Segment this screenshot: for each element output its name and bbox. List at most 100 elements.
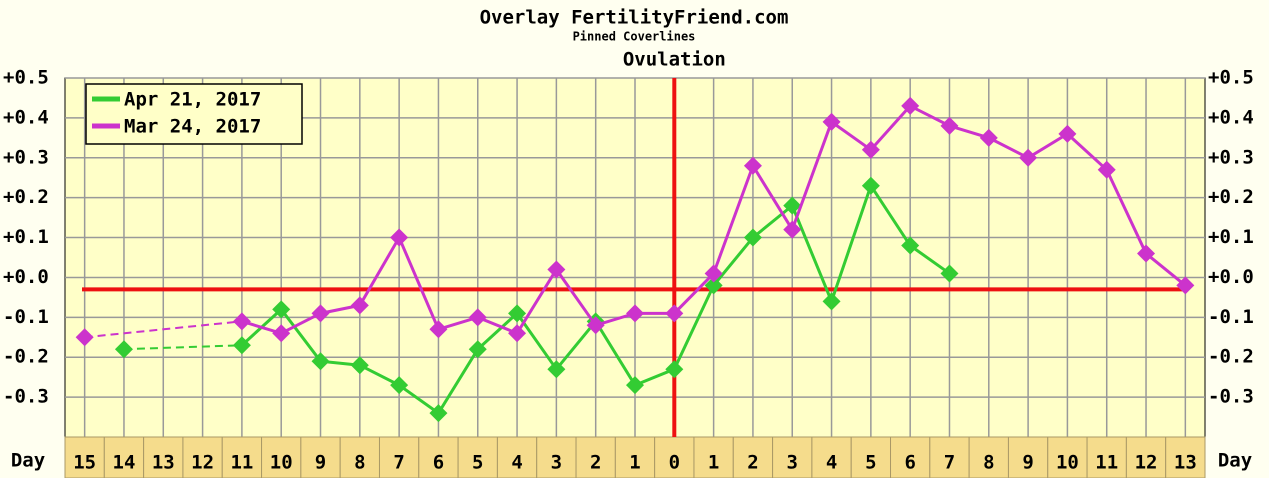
x-tick-label: 15 [73, 452, 96, 474]
day-cell [732, 436, 774, 478]
point [704, 264, 723, 283]
point [1058, 124, 1077, 143]
point [390, 376, 409, 395]
y-tick-label: -0.2 [3, 346, 49, 368]
point [743, 228, 762, 247]
point [783, 196, 802, 215]
point [429, 404, 448, 423]
point [1019, 148, 1038, 167]
y-tick-label: +0.5 [3, 67, 49, 89]
point [665, 360, 684, 379]
day-cell [693, 436, 734, 478]
x-tick-label: 10 [270, 452, 293, 474]
point [743, 156, 762, 175]
point [114, 340, 133, 359]
point [272, 324, 291, 343]
x-tick-label: 13 [152, 452, 175, 474]
y-tick-label: +0.4 [3, 106, 49, 128]
point [783, 220, 802, 239]
point [1097, 160, 1116, 179]
point [822, 292, 841, 311]
x-tick-label: 11 [230, 452, 253, 474]
point [468, 308, 487, 327]
point [822, 112, 841, 131]
point [626, 304, 644, 323]
point [508, 324, 527, 343]
chart-title: Overlay FertilityFriend.com [480, 7, 789, 29]
day-cell [300, 436, 341, 478]
point [901, 96, 920, 115]
x-tick-label: 1 [708, 452, 719, 474]
point [704, 276, 723, 295]
x-tick-label: 14 [113, 452, 136, 474]
y-tick-label-right: -0.3 [1208, 386, 1254, 408]
point [861, 140, 880, 159]
x-tick-label: 9 [1022, 452, 1033, 474]
x-tick-label: 5 [472, 452, 483, 474]
x-tick-label: 7 [944, 452, 955, 474]
point [1176, 276, 1195, 295]
day-cell [1165, 436, 1206, 478]
point [75, 328, 94, 347]
point [468, 340, 487, 359]
day-cell [1086, 436, 1127, 478]
x-tick-label: 8 [354, 452, 365, 474]
day-cell [457, 436, 498, 478]
point [350, 356, 369, 375]
point [508, 304, 527, 323]
y-tick-label: +0.3 [3, 146, 49, 168]
y-tick-label-right: -0.1 [1208, 306, 1254, 328]
day-cell [339, 436, 380, 478]
chart-subtitle: Pinned Coverlines [573, 30, 696, 44]
x-tick-label: 0 [669, 452, 680, 474]
x-tick-label: 6 [433, 452, 444, 474]
x-tick-label: 1 [629, 452, 640, 474]
point [350, 296, 369, 315]
x-tick-label: 12 [191, 452, 214, 474]
day-cell [575, 436, 616, 478]
legend-label: Apr 21, 2017 [124, 89, 261, 111]
gap-bridge [123, 344, 242, 351]
y-tick-label: +0.1 [3, 226, 49, 248]
point [272, 300, 291, 319]
day-cell [143, 436, 184, 478]
x-tick-label: 4 [826, 452, 837, 474]
y-tick-label-right: -0.2 [1208, 346, 1254, 368]
y-tick-label-right: +0.2 [1208, 186, 1254, 208]
point [979, 128, 998, 147]
legend-box [85, 83, 303, 145]
day-cell [103, 436, 145, 478]
x-tick-label: 11 [1095, 452, 1118, 474]
point [547, 360, 566, 379]
y-tick-label: +0.2 [3, 186, 49, 208]
y-tick-label-right: +0.4 [1208, 106, 1254, 128]
gap-bridge [84, 320, 242, 339]
ovulation-label: Ovulation [623, 49, 726, 71]
x-tick-label: 12 [1135, 452, 1158, 474]
point [390, 228, 409, 247]
y-tick-label: +0.0 [3, 266, 49, 288]
point [626, 376, 644, 395]
day-cell [850, 436, 892, 478]
point [547, 260, 566, 279]
x-tick-label: 2 [590, 452, 601, 474]
x-tick-label: 9 [315, 452, 326, 474]
point [861, 176, 880, 195]
x-tick-label: 8 [983, 452, 994, 474]
point [586, 316, 605, 335]
x-tick-label: 5 [865, 452, 876, 474]
y-tick-label-right: +0.3 [1208, 146, 1254, 168]
x-tick-label: 10 [1056, 452, 1079, 474]
y-tick-label: -0.1 [3, 306, 49, 328]
point [901, 236, 920, 255]
point [1137, 244, 1156, 263]
y-tick-label: -0.3 [3, 386, 49, 408]
y-tick-label-right: +0.5 [1208, 67, 1254, 89]
day-cell [929, 436, 970, 478]
point [429, 320, 448, 339]
legend-label: Mar 24, 2017 [124, 116, 261, 138]
day-cell [182, 436, 223, 478]
x-tick-label: 7 [393, 452, 404, 474]
x-tick-label: 2 [747, 452, 758, 474]
